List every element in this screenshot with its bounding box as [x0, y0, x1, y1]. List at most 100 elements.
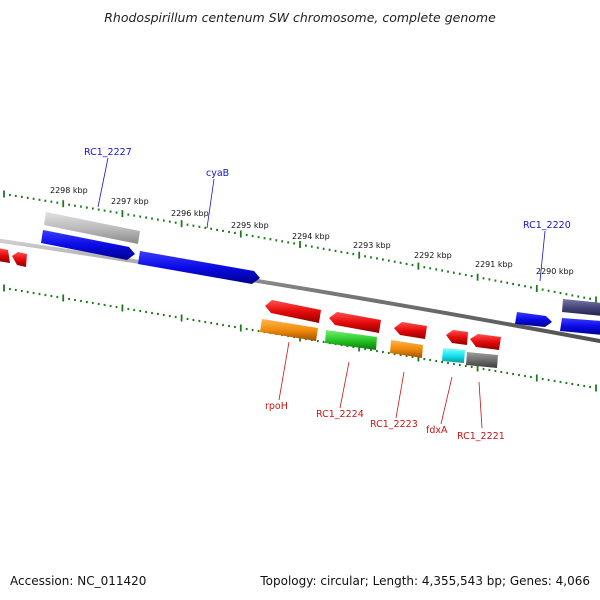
label-cyab[interactable]: cyaB — [206, 168, 229, 179]
leader-line — [206, 178, 215, 229]
scale-minor-tick — [441, 269, 443, 272]
ruler-label-2290: 2290 kbp — [536, 267, 574, 276]
scale-minor-tick — [26, 196, 29, 199]
gene-blue-2[interactable] — [515, 312, 552, 327]
scale-major-tick — [595, 384, 597, 392]
ruler-labels: 2298 kbp 2297 kbp 2296 kbp 2295 kbp 2294… — [50, 186, 574, 276]
scale-minor-tick — [346, 251, 349, 255]
scale-minor-tick — [583, 296, 586, 299]
scale-major-tick — [180, 220, 183, 228]
scale-minor-tick — [157, 218, 159, 221]
label-fdxa[interactable]: fdxA — [426, 425, 448, 436]
scale-minor-tick — [162, 313, 165, 317]
scale-minor-tick — [222, 229, 224, 232]
scale-minor-tick — [470, 275, 473, 278]
ruler-label-2296: 2296 kbp — [171, 209, 209, 218]
gene-cyab[interactable] — [138, 251, 260, 284]
scale-minor-tick — [74, 204, 76, 207]
gene-rc1-2223[interactable] — [394, 322, 427, 339]
scale-minor-tick — [524, 374, 526, 378]
scale-minor-tick — [340, 250, 343, 254]
scale-minor-tick — [204, 320, 207, 324]
scale-minor-tick — [376, 257, 378, 260]
scale-minor-tick — [103, 303, 106, 307]
gene-rpoh-orange[interactable] — [260, 319, 318, 341]
gene-rpoh[interactable] — [265, 300, 321, 323]
label-rpoh[interactable]: rpoH — [265, 401, 288, 412]
gene-rc1-2220[interactable] — [562, 299, 600, 316]
scale-minor-tick — [198, 319, 201, 323]
scale-minor-tick — [109, 210, 112, 213]
scale-minor-tick — [310, 245, 313, 248]
scale-minor-tick — [86, 300, 88, 304]
gene-rc1-2227[interactable] — [44, 212, 140, 244]
scale-minor-tick — [541, 288, 544, 291]
scale-minor-tick — [174, 315, 177, 319]
scale-minor-tick — [127, 307, 130, 311]
genome-summary-text: Topology: circular; Length: 4,355,543 bp… — [260, 574, 590, 588]
scale-minor-tick — [589, 297, 591, 300]
scale-minor-tick — [370, 256, 372, 259]
label-rc1-2220[interactable]: RC1_2220 — [523, 220, 571, 231]
label-rc1-2224[interactable]: RC1_2224 — [316, 409, 364, 420]
scale-minor-tick — [228, 324, 230, 328]
scale-minor-tick — [370, 348, 372, 352]
scale-minor-tick — [506, 371, 509, 375]
scale-major-tick — [476, 273, 479, 281]
scale-major-tick — [121, 210, 124, 218]
scale-minor-tick — [429, 267, 432, 270]
bottom-gene-labels: rpoH RC1_2224 RC1_2223 fdxA RC1_2221 — [265, 341, 505, 442]
scale-minor-tick — [20, 289, 23, 293]
scale-minor-tick — [571, 382, 574, 386]
gene-rc1-2221-gray[interactable] — [466, 352, 498, 368]
gene-red-left-2[interactable] — [12, 252, 27, 267]
scale-minor-tick — [382, 258, 384, 261]
ruler-label-2295: 2295 kbp — [231, 221, 269, 230]
gene-rc1-2223-orange[interactable] — [390, 340, 423, 358]
scale-minor-tick — [435, 359, 438, 363]
scale-minor-tick — [500, 370, 503, 374]
scale-minor-tick — [216, 228, 218, 231]
gene-rc1-2221[interactable] — [470, 334, 501, 350]
scale-minor-tick — [281, 240, 284, 243]
scale-major-tick — [358, 344, 361, 352]
scale-minor-tick — [376, 349, 378, 353]
scale-minor-tick — [482, 367, 485, 371]
scale-minor-tick — [441, 360, 443, 364]
scale-minor-tick — [145, 216, 147, 219]
scale-minor-tick — [168, 220, 171, 223]
gene-fdxa[interactable] — [446, 330, 468, 345]
scale-minor-tick — [139, 309, 142, 313]
scale-minor-tick — [447, 270, 449, 273]
scale-minor-tick — [257, 329, 260, 333]
scale-major-tick — [180, 314, 183, 322]
label-rc1-2227[interactable]: RC1_2227 — [84, 147, 132, 158]
gene-fdxa-cyan[interactable] — [442, 348, 465, 363]
scale-minor-tick — [405, 354, 408, 358]
ruler-label-2298: 2298 kbp — [50, 186, 88, 195]
gene-blue-1[interactable] — [41, 230, 135, 260]
scale-minor-tick — [447, 361, 449, 365]
scale-minor-tick — [80, 299, 82, 303]
gene-rc1-2224[interactable] — [329, 312, 381, 333]
scale-minor-tick — [547, 289, 550, 292]
label-rc1-2221[interactable]: RC1_2221 — [457, 431, 505, 442]
scale-minor-tick — [56, 295, 59, 299]
scale-minor-tick — [553, 379, 556, 383]
scale-minor-tick — [186, 317, 189, 321]
scale-minor-tick — [245, 233, 248, 237]
scale-minor-tick — [50, 200, 53, 203]
reverse-strand-genes — [0, 248, 501, 368]
scale-minor-tick — [151, 311, 153, 315]
scale-minor-tick — [393, 260, 396, 263]
gene-rc1-2224-green[interactable] — [325, 330, 377, 350]
gene-red-left-1[interactable] — [0, 248, 10, 263]
scale-major-tick — [535, 374, 538, 382]
label-rc1-2223[interactable]: RC1_2223 — [370, 419, 418, 430]
scale-minor-tick — [44, 293, 47, 297]
chromosome-backbone — [0, 238, 600, 344]
scale-minor-tick — [192, 318, 195, 322]
gene-blue-3[interactable] — [560, 318, 600, 335]
scale-minor-tick — [506, 281, 509, 284]
